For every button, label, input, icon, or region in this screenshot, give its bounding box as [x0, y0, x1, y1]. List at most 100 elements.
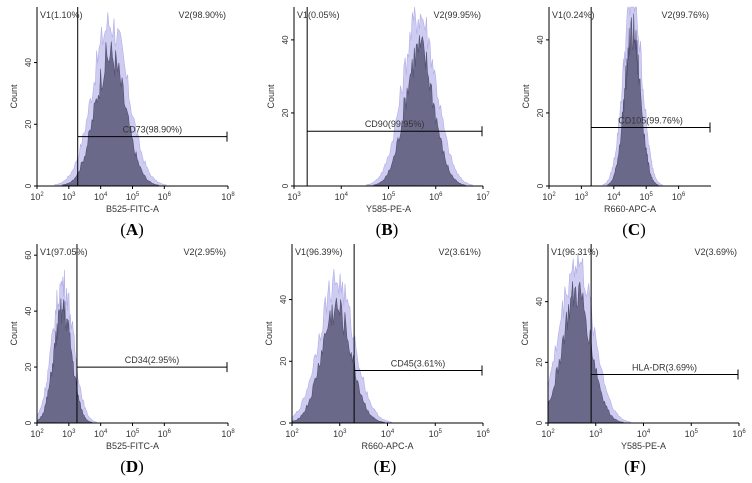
histogram-panel-f: 102 103 104 105 106 0 20 40 Y585-PE-A Count V1(96.… [520, 244, 746, 451]
histogram-panel-b: 103 104 105 106 107 0 20 40 Y585-PE-A Count V1(0.0… [266, 6, 490, 214]
panel-label-d: (D) [120, 457, 144, 476]
y-axis-label: Count [520, 321, 530, 346]
x-tick-label: 105 [382, 192, 396, 202]
y-axis-label: Count [266, 84, 276, 109]
x-tick-label: 105 [429, 429, 443, 439]
y-tick-label: 40 [24, 306, 33, 315]
y-tick-label: 40 [24, 58, 33, 67]
panel-label-c: (C) [622, 220, 646, 239]
x-tick-label: 104 [94, 192, 108, 202]
x-tick-label: 104 [94, 429, 108, 439]
x-tick-label: 106 [158, 192, 172, 202]
histogram-inner-area [291, 297, 385, 424]
histogram-panel-a: 102 103 104 105 106 108 0 20 40 B525-FITC-A Count V… [9, 7, 235, 214]
y-tick-label: 20 [24, 362, 33, 371]
x-tick-label: 103 [333, 429, 347, 439]
panel-label-f: (F) [624, 457, 646, 476]
x-axis-label: B525-FITC-A [106, 441, 159, 451]
x-tick-label: 105 [640, 192, 654, 202]
histogram-inner-area [547, 281, 624, 424]
marker-gate-label: CD90(99.95%) [365, 119, 425, 129]
panel-label-e: (E) [373, 457, 397, 476]
y-axis-label: Count [9, 321, 19, 346]
x-tick-label: 103 [589, 429, 603, 439]
x-axis-label: B525-FITC-A [106, 204, 159, 214]
x-tick-label: 106 [476, 429, 490, 439]
y-tick-label: 0 [24, 183, 33, 188]
gate-left-label: V1(0.05%) [297, 10, 340, 20]
y-tick-label: 20 [279, 356, 288, 365]
x-tick-label: 102 [541, 429, 555, 439]
y-tick-label: 0 [281, 183, 290, 188]
y-tick-label: 20 [281, 108, 290, 117]
x-tick-label: 106 [732, 429, 746, 439]
marker-gate-label: CD45(3.61%) [391, 359, 446, 369]
x-tick-label: 105 [685, 429, 699, 439]
x-tick-label: 103 [575, 192, 589, 202]
gate-right-label: V2(2.95%) [183, 247, 226, 257]
y-tick-label: 0 [536, 183, 545, 188]
x-tick-label: 105 [126, 429, 140, 439]
x-tick-label: 103 [62, 429, 76, 439]
x-tick-label: 104 [381, 429, 395, 439]
gate-right-label: V2(3.69%) [694, 247, 737, 257]
y-tick-label: 0 [279, 420, 288, 425]
gate-left-label: V1(0.24%) [552, 10, 595, 20]
y-axis-label: Count [9, 84, 19, 109]
y-axis-label: Count [521, 84, 531, 109]
y-tick-label: 20 [24, 119, 33, 128]
x-axis-label: R660-APC-A [361, 441, 413, 451]
x-tick-label: 105 [126, 192, 140, 202]
x-tick-label: 108 [221, 429, 235, 439]
y-tick-label: 40 [279, 295, 288, 304]
marker-gate-label: CD73(98.90%) [123, 125, 183, 135]
gate-left-label: V1(96.39%) [295, 247, 343, 257]
y-tick-label: 40 [535, 297, 544, 306]
histogram-inner-area [606, 13, 659, 187]
gate-left-label: V1(96.31%) [551, 247, 599, 257]
y-tick-label: 40 [536, 35, 545, 44]
gate-right-label: V2(99.95%) [433, 10, 481, 20]
x-tick-label: 106 [429, 192, 443, 202]
y-tick-label: 60 [24, 250, 33, 259]
x-tick-label: 102 [542, 192, 556, 202]
y-tick-label: 20 [536, 108, 545, 117]
gate-left-label: V1(1.10%) [40, 10, 83, 20]
x-tick-label: 103 [62, 192, 76, 202]
x-axis-label: Y585-PE-A [366, 204, 411, 214]
y-tick-label: 20 [535, 357, 544, 366]
x-tick-label: 103 [287, 192, 301, 202]
gate-right-label: V2(99.76%) [661, 10, 709, 20]
gate-left-label: V1(97.05%) [40, 247, 88, 257]
y-tick-label: 40 [281, 35, 290, 44]
x-tick-label: 107 [476, 192, 490, 202]
x-tick-label: 104 [637, 429, 651, 439]
marker-gate-label: HLA-DR(3.69%) [632, 362, 697, 372]
gate-right-label: V2(98.90%) [178, 10, 226, 20]
x-tick-label: 104 [607, 192, 621, 202]
x-tick-label: 102 [30, 192, 44, 202]
histogram-panel-e: 102 103 104 105 106 0 20 40 R660-APC-A Count V1(96… [264, 244, 490, 451]
x-tick-label: 102 [285, 429, 299, 439]
histogram-inner-area [373, 35, 466, 187]
y-tick-label: 0 [535, 420, 544, 425]
marker-gate-label: CD105(99.76%) [618, 116, 683, 126]
x-tick-label: 104 [335, 192, 349, 202]
marker-gate-label: CD34(2.95%) [125, 355, 180, 365]
x-axis-label: R660-APC-A [604, 204, 656, 214]
x-axis-label: Y585-PE-A [621, 441, 666, 451]
y-tick-label: 0 [24, 420, 33, 425]
x-tick-label: 106 [158, 429, 172, 439]
histogram-inner-area [36, 298, 93, 424]
x-tick-label: 102 [30, 429, 44, 439]
histogram-panel-d: 102 103 104 105 106 108 0 20 40 60 B525-FITC-A Coun… [9, 244, 235, 451]
panel-label-b: (B) [375, 220, 399, 239]
histogram-inner-area [61, 41, 159, 187]
x-tick-label: 106 [672, 192, 686, 202]
y-axis-label: Count [264, 321, 274, 346]
panel-label-a: (A) [120, 220, 144, 239]
gate-right-label: V2(3.61%) [438, 247, 481, 257]
x-tick-label: 108 [221, 192, 235, 202]
histogram-panel-c: 102 103 104 105 106 0 20 40 R660-APC-A Count V1(0.… [521, 5, 711, 214]
